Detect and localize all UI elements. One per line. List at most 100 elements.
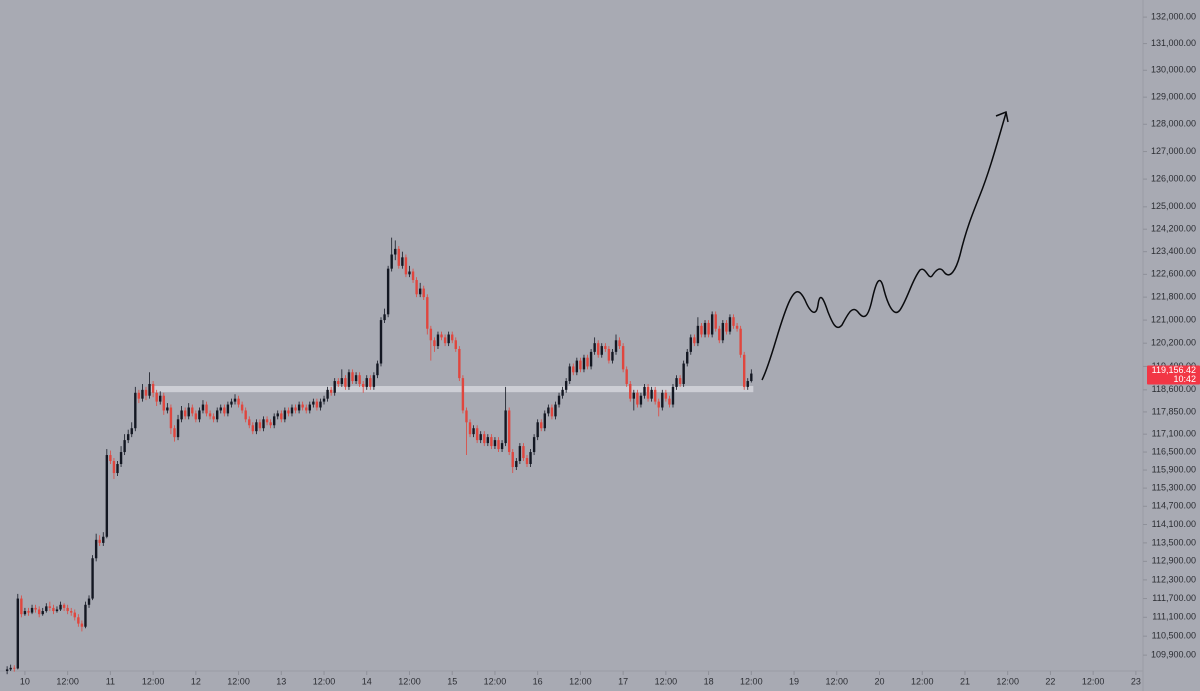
candle-body (358, 375, 361, 384)
y-tick-label: 115,300.00 (1152, 482, 1196, 492)
candle-body (383, 314, 386, 321)
candle-body (689, 337, 692, 352)
candle-body (611, 351, 614, 361)
candle-body (354, 375, 358, 382)
y-tick-label: 129,000.00 (1151, 92, 1196, 102)
candle-body (500, 443, 504, 450)
candle-body (287, 410, 290, 414)
y-tick-label: 115,900.00 (1152, 464, 1196, 474)
candle-body (497, 440, 500, 450)
candle-body (411, 271, 415, 281)
candle-body (700, 325, 703, 335)
x-tick-label: 14 (362, 676, 372, 686)
candle-body (305, 407, 308, 411)
candle-body (162, 395, 165, 411)
candle-body (511, 452, 514, 468)
candle-body (312, 401, 315, 405)
candle-body (191, 407, 194, 414)
candle-body (119, 452, 123, 465)
candle-body (746, 381, 749, 387)
candle-body (568, 366, 571, 382)
y-tick-label: 111,700.00 (1152, 593, 1196, 603)
candle-body (600, 346, 603, 355)
candle-body (661, 392, 664, 408)
candle-body (725, 322, 728, 332)
candle-body (518, 446, 522, 462)
x-tick-label: 12:00 (655, 676, 678, 686)
candle-body (475, 428, 479, 441)
candle-body (45, 606, 48, 612)
y-tick-label: 125,000.00 (1151, 201, 1196, 211)
candle-body (5, 669, 9, 671)
countdown-label: 10:42 (1173, 374, 1196, 384)
candle-body (732, 317, 735, 326)
y-tick-label: 121,000.00 (1151, 314, 1196, 324)
candle-body (575, 360, 579, 373)
y-tick-label: 122,600.00 (1151, 269, 1196, 279)
x-tick-label: 18 (704, 676, 714, 686)
candle-body (159, 395, 162, 402)
y-tick-label: 114,100.00 (1152, 519, 1196, 529)
candle-body (258, 422, 262, 429)
candle-body (579, 360, 582, 370)
candle-body (137, 392, 141, 399)
candle-body (454, 340, 457, 349)
candle-body (582, 357, 586, 370)
candle-body (693, 337, 696, 344)
y-tick-label: 124,200.00 (1151, 224, 1196, 234)
candle-body (34, 607, 37, 610)
candle-body (30, 607, 34, 613)
candle-body (315, 401, 319, 408)
candle-body (607, 348, 611, 361)
candle-body (468, 422, 472, 435)
candle-body (504, 410, 507, 444)
y-tick-label: 111,100.00 (1152, 612, 1196, 622)
candle-body (486, 437, 490, 444)
candle-body (276, 413, 279, 417)
candle-body (20, 598, 23, 615)
candle-body (532, 437, 536, 453)
y-tick-label: 113,500.00 (1152, 537, 1196, 547)
candle-body (714, 314, 717, 329)
x-tick-label: 12:00 (740, 676, 763, 686)
y-tick-label: 110,500.00 (1152, 631, 1196, 641)
x-tick-label: 12:00 (313, 676, 336, 686)
x-tick-label: 12:00 (826, 676, 849, 686)
candle-body (173, 428, 176, 438)
candle-body (59, 604, 62, 610)
candle-body (176, 419, 180, 438)
x-tick-label: 13 (276, 676, 286, 686)
x-tick-label: 23 (1131, 676, 1141, 686)
candle-body (426, 297, 429, 329)
candle-body (269, 422, 272, 426)
candle-body (290, 407, 294, 414)
candle-body (219, 407, 222, 411)
y-tick-label: 128,000.00 (1151, 119, 1196, 129)
candle-body (301, 404, 304, 408)
y-tick-label: 117,850.00 (1152, 406, 1196, 416)
candle-body (433, 340, 436, 347)
candle-body (451, 334, 454, 341)
candle-body (472, 428, 475, 435)
candle-body (632, 392, 636, 399)
candle-body (37, 609, 41, 615)
candle-body (326, 389, 329, 399)
candle-body (507, 410, 511, 453)
x-tick-label: 19 (789, 676, 799, 686)
candle-body (536, 422, 539, 438)
candle-body (718, 328, 721, 341)
candle-body (515, 461, 518, 468)
candle-body (710, 314, 714, 335)
candle-body (721, 322, 725, 341)
candle-body (657, 401, 660, 408)
candle-body (675, 378, 678, 387)
candle-body (390, 254, 393, 269)
candle-body (198, 410, 201, 420)
candle-body (554, 404, 557, 417)
candle-body (678, 378, 682, 384)
candle-body (23, 611, 27, 615)
x-tick-label: 15 (447, 676, 457, 686)
candle-body (155, 392, 158, 402)
